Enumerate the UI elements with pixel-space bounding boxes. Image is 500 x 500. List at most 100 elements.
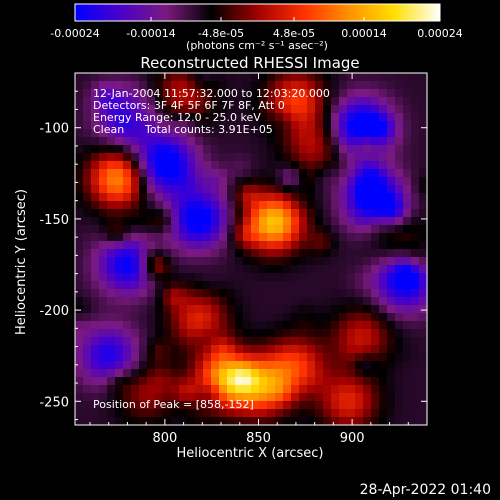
heatmap-cell (411, 169, 420, 178)
heatmap-cell (307, 409, 316, 418)
heatmap-cell (347, 89, 356, 98)
heatmap-cell (107, 97, 116, 106)
heatmap-cell (211, 177, 220, 186)
heatmap-cell (419, 369, 428, 378)
heatmap-cell (155, 249, 164, 258)
heatmap-cell (195, 409, 204, 418)
heatmap-cell (235, 177, 244, 186)
heatmap-cell (203, 409, 212, 418)
heatmap-cell (307, 377, 316, 386)
heatmap-cell (355, 81, 364, 90)
heatmap-cell (219, 201, 228, 210)
heatmap-cell (403, 249, 412, 258)
heatmap-cell (235, 169, 244, 178)
heatmap-cell (139, 137, 148, 146)
heatmap-cell (179, 265, 188, 274)
heatmap-cell (307, 129, 316, 138)
heatmap-cell (259, 225, 268, 234)
heatmap-cell (395, 417, 404, 426)
heatmap-cell (315, 153, 324, 162)
heatmap-cell (91, 281, 100, 290)
heatmap-cell (179, 353, 188, 362)
colorbar-bar (74, 3, 441, 22)
heatmap-cell (227, 377, 236, 386)
heatmap-cell (83, 281, 92, 290)
heatmap-cell (91, 249, 100, 258)
heatmap-cell (267, 281, 276, 290)
heatmap-cell (395, 249, 404, 258)
heatmap-cell (371, 385, 380, 394)
heatmap-cell (187, 345, 196, 354)
heatmap-cell (187, 217, 196, 226)
heatmap-cell (251, 257, 260, 266)
heatmap-cell (291, 265, 300, 274)
heatmap-cell (211, 281, 220, 290)
heatmap-cell (387, 281, 396, 290)
heatmap-cell (91, 257, 100, 266)
heatmap-cell (131, 337, 140, 346)
heatmap-cell (243, 121, 252, 130)
heatmap-cell (75, 209, 84, 218)
heatmap-cell (403, 353, 412, 362)
heatmap-cell (243, 209, 252, 218)
heatmap-cell (91, 217, 100, 226)
heatmap-cell (291, 145, 300, 154)
heatmap-cell (251, 153, 260, 162)
heatmap-cell (163, 369, 172, 378)
heatmap-cell (323, 177, 332, 186)
heatmap-cell (195, 209, 204, 218)
heatmap-cell (195, 353, 204, 362)
heatmap-cell (75, 329, 84, 338)
heatmap-cell (291, 129, 300, 138)
colorbar-tick-label: 4.8e-05 (273, 27, 315, 40)
heatmap-cell (339, 113, 348, 122)
heatmap-cell (243, 337, 252, 346)
heatmap-cell (299, 401, 308, 410)
heatmap-cell (123, 145, 132, 154)
heatmap-cell (363, 401, 372, 410)
heatmap-cell (275, 89, 284, 98)
heatmap-cell (139, 73, 148, 82)
heatmap-cell (379, 417, 388, 426)
heatmap-cell (75, 97, 84, 106)
heatmap-cell (259, 105, 268, 114)
heatmap-cell (419, 393, 428, 402)
heatmap-cell (291, 201, 300, 210)
heatmap-cell (187, 177, 196, 186)
heatmap-cell (355, 377, 364, 386)
heatmap-cell (299, 153, 308, 162)
heatmap-cell (411, 145, 420, 154)
heatmap-cell (187, 401, 196, 410)
heatmap-cell (403, 161, 412, 170)
heatmap-cell (131, 137, 140, 146)
heatmap-cell (299, 121, 308, 130)
heatmap-cell (403, 329, 412, 338)
heatmap-cell (115, 329, 124, 338)
heatmap-cell (363, 353, 372, 362)
heatmap-cell (283, 209, 292, 218)
heatmap-cell (123, 225, 132, 234)
heatmap-cell (91, 225, 100, 234)
heatmap-cell (147, 321, 156, 330)
heatmap-cell (107, 297, 116, 306)
heatmap-cell (251, 161, 260, 170)
heatmap-cell (291, 401, 300, 410)
heatmap-cell (395, 409, 404, 418)
heatmap-cell (331, 417, 340, 426)
heatmap-cell (259, 289, 268, 298)
heatmap-cell (107, 281, 116, 290)
heatmap-cell (395, 161, 404, 170)
heatmap-cell (99, 241, 108, 250)
heatmap-cell (363, 185, 372, 194)
heatmap-cell (363, 217, 372, 226)
heatmap-cell (363, 193, 372, 202)
heatmap-cell (275, 369, 284, 378)
heatmap-cell (371, 409, 380, 418)
heatmap-cell (299, 353, 308, 362)
heatmap-cell (139, 385, 148, 394)
heatmap-cell (107, 313, 116, 322)
heatmap-cell (267, 233, 276, 242)
heatmap-cell (331, 329, 340, 338)
heatmap-cell (243, 361, 252, 370)
heatmap-cell (291, 329, 300, 338)
